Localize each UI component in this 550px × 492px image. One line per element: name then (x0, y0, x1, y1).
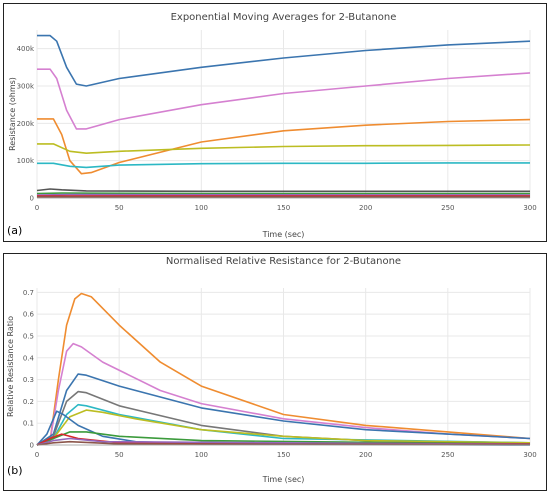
chart-panel-b: Normalised Relative Resistance for 2-But… (0, 250, 550, 491)
panel-label: (a) (7, 224, 22, 237)
series-line-4 (37, 143, 531, 154)
x-tick-label: 150 (277, 451, 290, 459)
series-line-1 (37, 34, 531, 87)
y-tick-label: 0.3 (23, 376, 34, 384)
series-line-2 (36, 342, 531, 446)
y-axis-label: Relative Resistance Ratio (6, 316, 15, 417)
series-line-5 (37, 162, 530, 169)
y-axis-label: Resistance (ohms) (8, 77, 17, 151)
x-tick-label: 0 (35, 204, 39, 212)
y-tick-label: 0.7 (23, 289, 34, 297)
y-tick-label: 0 (30, 442, 34, 450)
chart-a-svg: Exponential Moving Averages for 2-Butano… (7, 12, 537, 239)
chart-b-svg: Normalised Relative Resistance for 2-But… (6, 256, 537, 484)
x-tick-label: 250 (441, 451, 454, 459)
series-line-8 (36, 431, 531, 446)
series-line-6 (36, 409, 531, 446)
series-line-1 (36, 292, 531, 446)
x-tick-label: 200 (359, 451, 372, 459)
chart-title: Exponential Moving Averages for 2-Butano… (171, 12, 397, 23)
chart-title: Normalised Relative Resistance for 2-But… (166, 256, 401, 267)
y-tick-label: 0.5 (23, 332, 34, 340)
y-tick-label: 400k (17, 45, 35, 53)
y-tick-label: 0.4 (23, 354, 35, 362)
x-tick-label: 200 (359, 204, 372, 212)
y-tick-label: 100k (17, 157, 35, 165)
x-tick-label: 300 (523, 204, 536, 212)
x-axis-label: Time (sec) (262, 475, 305, 484)
series-line-3 (37, 118, 531, 175)
x-tick-label: 150 (277, 204, 290, 212)
y-tick-label: 300k (17, 83, 35, 91)
x-tick-label: 50 (115, 204, 124, 212)
series-line-5 (36, 403, 531, 446)
series-line-10 (36, 437, 531, 446)
y-tick-label: 200k (17, 120, 35, 128)
series-line-11 (36, 440, 531, 446)
x-tick-label: 300 (523, 451, 536, 459)
panel-label: (b) (7, 464, 23, 477)
series-line-3 (36, 373, 531, 446)
x-tick-label: 0 (35, 451, 39, 459)
x-tick-label: 250 (441, 204, 454, 212)
chart-frame-a (3, 3, 547, 242)
series-line-6 (36, 188, 530, 193)
series-line-2 (37, 68, 531, 130)
x-tick-label: 100 (195, 204, 208, 212)
x-tick-label: 50 (115, 451, 124, 459)
y-tick-label: 0.1 (23, 420, 34, 428)
y-tick-label: 0 (30, 195, 34, 203)
y-tick-label: 0.6 (23, 311, 35, 319)
chart-panel-a: Exponential Moving Averages for 2-Butano… (3, 3, 547, 242)
x-axis-label: Time (sec) (262, 230, 305, 239)
y-tick-label: 0.2 (23, 398, 34, 406)
x-tick-label: 100 (195, 451, 208, 459)
